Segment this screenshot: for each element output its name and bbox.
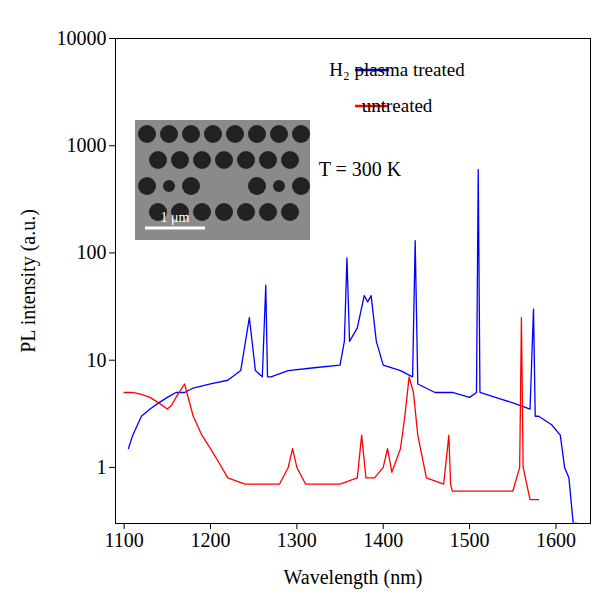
- svg-text:1: 1: [97, 456, 107, 478]
- svg-text:1200: 1200: [191, 529, 231, 551]
- svg-text:1100: 1100: [105, 529, 144, 551]
- svg-text:1400: 1400: [363, 529, 403, 551]
- svg-text:100: 100: [77, 241, 107, 263]
- svg-text:T = 300 K: T = 300 K: [319, 158, 402, 180]
- svg-text:H₂ plasma treated: H₂ plasma treated: [329, 59, 465, 80]
- svg-text:1 μm: 1 μm: [161, 210, 190, 225]
- svg-text:PL intensity (a.u.): PL intensity (a.u.): [17, 209, 40, 353]
- svg-text:Wavelength (nm): Wavelength (nm): [284, 566, 423, 589]
- svg-text:1000: 1000: [67, 134, 107, 156]
- svg-text:1600: 1600: [536, 529, 576, 551]
- svg-text:1500: 1500: [450, 529, 490, 551]
- svg-text:10000: 10000: [57, 27, 107, 49]
- svg-text:1300: 1300: [277, 529, 317, 551]
- svg-text:untreated: untreated: [362, 95, 433, 116]
- svg-text:10: 10: [87, 349, 107, 371]
